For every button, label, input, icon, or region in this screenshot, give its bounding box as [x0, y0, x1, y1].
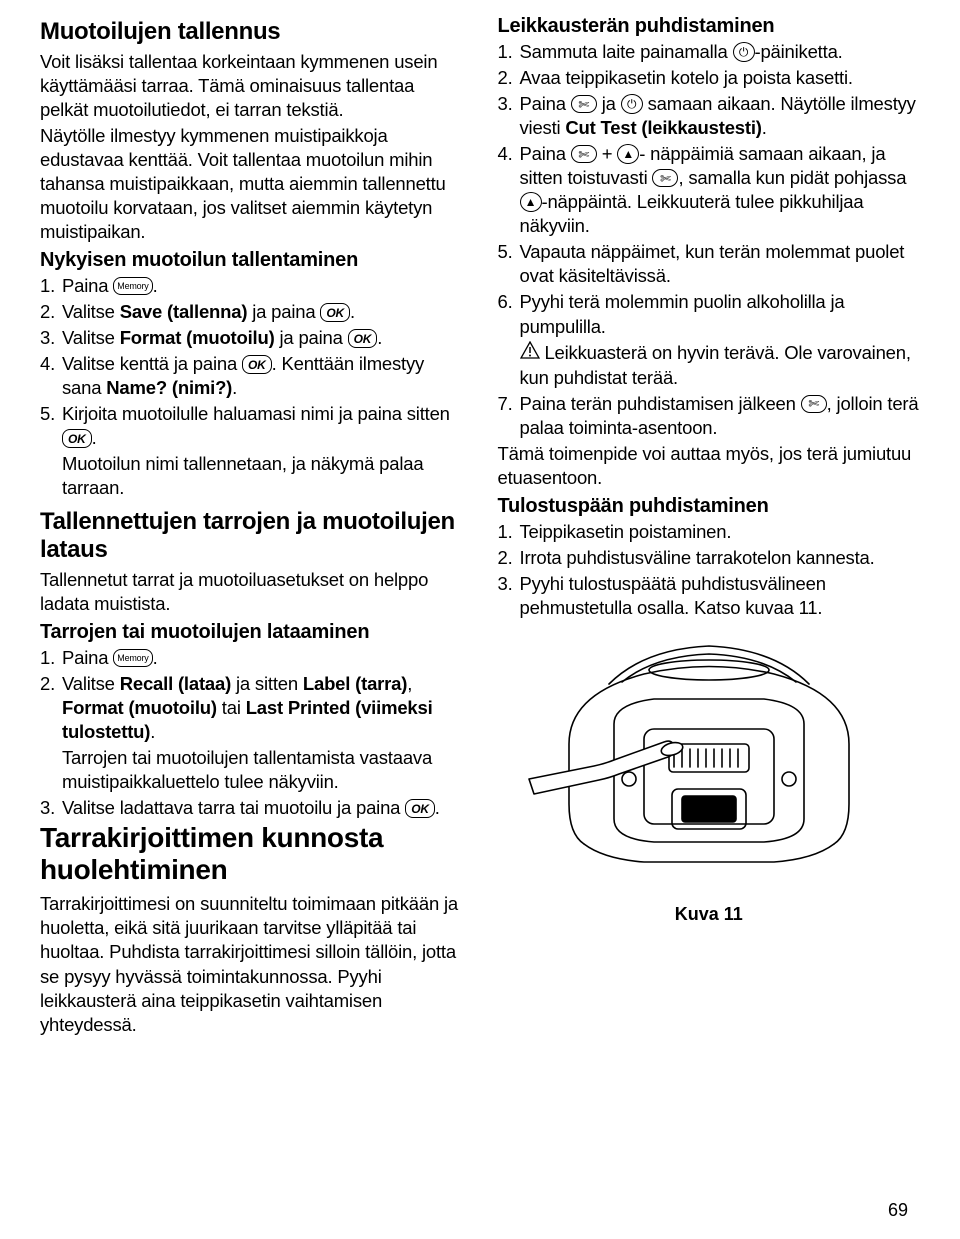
blade-steps: 1.Sammuta laite painamalla ⏻-päiniketta.…: [498, 40, 921, 339]
ok-key-icon: OK: [405, 799, 435, 818]
cut-key-icon: ✄: [571, 145, 597, 163]
cut-key-icon: ✄: [801, 395, 827, 413]
right-column: Leikkausterän puhdistaminen 1.Sammuta la…: [498, 10, 921, 1039]
load-steps: 1.Paina Memory. 2.Valitse Recall (lataa)…: [40, 646, 463, 744]
ok-key-icon: OK: [348, 329, 378, 348]
warning-note: Leikkuasterä on hyvin terävä. Ole varova…: [498, 341, 921, 390]
memory-key-icon: Memory: [113, 277, 152, 295]
up-key-icon: ▲: [617, 144, 639, 164]
up-key-icon: ▲: [520, 192, 542, 212]
cut-key-icon: ✄: [571, 95, 597, 113]
left-column: Muotoilujen tallennus Voit lisäksi talle…: [40, 10, 463, 1039]
page-number: 69: [888, 1200, 908, 1221]
heading-load-steps: Tarrojen tai muotoilujen lataaminen: [40, 620, 463, 644]
ok-key-icon: OK: [242, 355, 272, 374]
paragraph: Tämä toimenpide voi auttaa myös, jos ter…: [498, 442, 921, 490]
memory-key-icon: Memory: [113, 649, 152, 667]
blade-steps-cont: 7.Paina terän puhdistamisen jälkeen ✄, j…: [498, 392, 921, 440]
heading-clean-head: Tulostuspään puhdistaminen: [498, 494, 921, 518]
ok-key-icon: OK: [62, 429, 92, 448]
paragraph: Näytölle ilmestyy kymmenen muistipaikkoj…: [40, 124, 463, 244]
heading-save-formats: Muotoilujen tallennus: [40, 18, 463, 46]
save-current-steps: 1.Paina Memory. 2.Valitse Save (tallenna…: [40, 274, 463, 450]
head-steps: 1.Teippikasetin poistaminen. 2.Irrota pu…: [498, 520, 921, 620]
paragraph: Tallennetut tarrat ja muotoiluasetukset …: [40, 568, 463, 616]
load-steps-cont: 3.Valitse ladattava tarra tai muotoilu j…: [40, 796, 463, 820]
heading-care: Tarrakirjoittimen kunnosta huolehtiminen: [40, 822, 463, 886]
ok-key-icon: OK: [320, 303, 350, 322]
heading-load: Tallennettujen tarrojen ja muotoilujen l…: [40, 508, 463, 563]
step-note: Tarrojen tai muotoilujen tallentamista v…: [40, 746, 463, 794]
figure-caption: Kuva 11: [498, 904, 921, 925]
paragraph: Tarrakirjoittimesi on suunniteltu toimim…: [40, 892, 463, 1036]
figure-11: Kuva 11: [498, 634, 921, 925]
heading-clean-blade: Leikkausterän puhdistaminen: [498, 14, 921, 38]
heading-save-current: Nykyisen muotoilun tallentaminen: [40, 248, 463, 272]
power-key-icon: ⏻: [733, 42, 755, 62]
power-key-icon: ⏻: [621, 94, 643, 114]
printer-diagram-icon: [524, 634, 894, 894]
paragraph: Voit lisäksi tallentaa korkeintaan kymme…: [40, 50, 463, 122]
step-note: Muotoilun nimi tallennetaan, ja näkymä p…: [40, 452, 463, 500]
warning-icon: [520, 341, 540, 365]
cut-key-icon: ✄: [652, 169, 678, 187]
